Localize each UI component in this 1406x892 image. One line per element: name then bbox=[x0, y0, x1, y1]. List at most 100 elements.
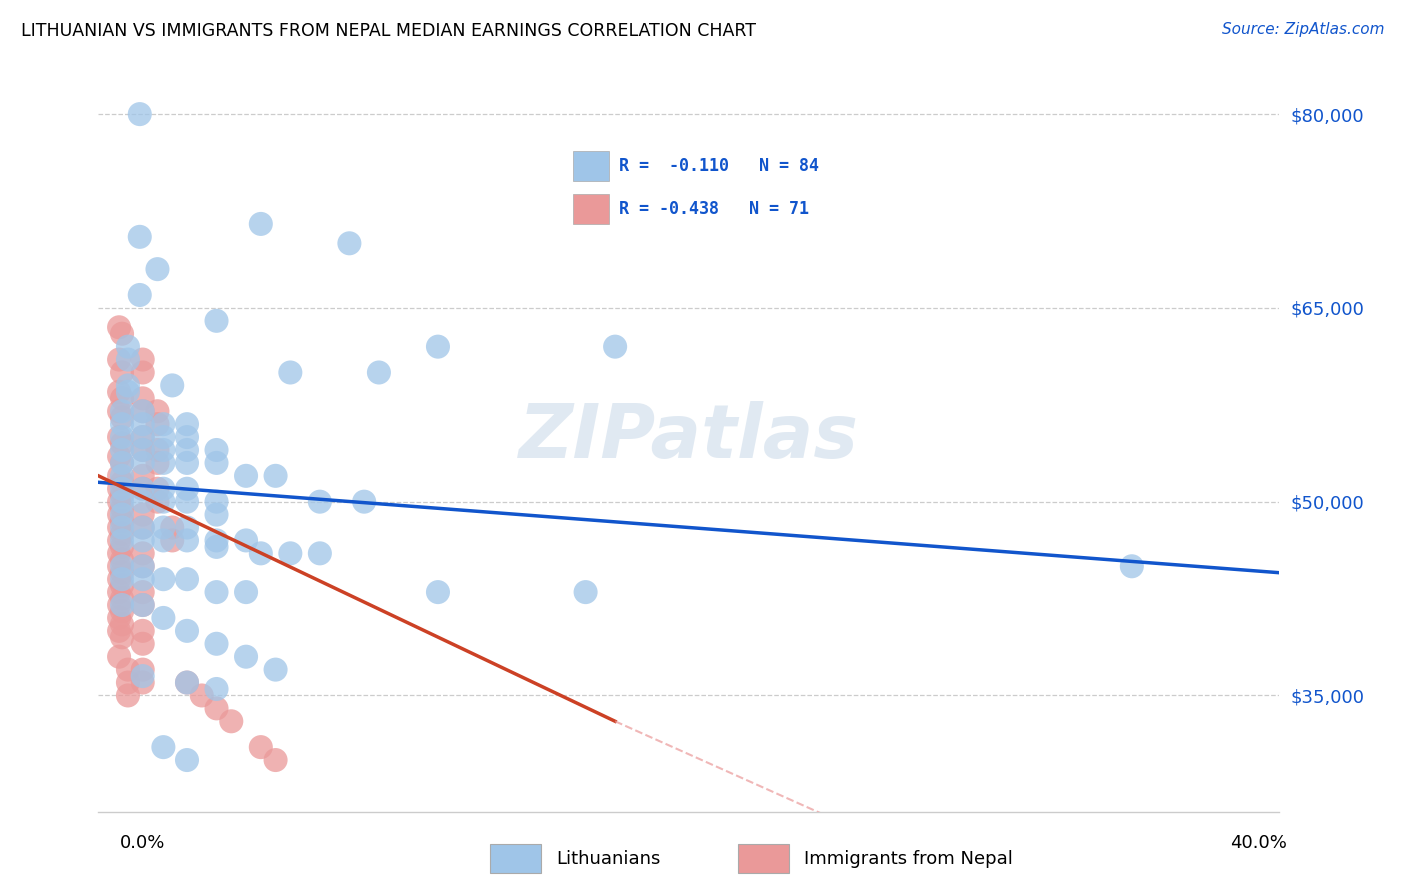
Point bbox=[111, 533, 134, 548]
Point bbox=[162, 533, 183, 548]
Point bbox=[427, 340, 450, 354]
Text: R = -0.438   N = 71: R = -0.438 N = 71 bbox=[620, 200, 810, 218]
Point bbox=[108, 624, 131, 638]
Text: 40.0%: 40.0% bbox=[1230, 834, 1286, 852]
Point bbox=[108, 649, 131, 664]
Point bbox=[152, 417, 174, 432]
Point bbox=[111, 514, 134, 528]
Point bbox=[205, 585, 228, 599]
Point bbox=[108, 598, 131, 612]
Point bbox=[111, 410, 134, 425]
FancyBboxPatch shape bbox=[574, 152, 609, 181]
Point bbox=[132, 520, 155, 534]
Point bbox=[108, 585, 131, 599]
Point bbox=[146, 262, 169, 277]
Point bbox=[108, 320, 131, 334]
Point bbox=[108, 546, 131, 560]
Point bbox=[264, 468, 287, 483]
Text: 0.0%: 0.0% bbox=[120, 834, 165, 852]
Point bbox=[191, 689, 214, 703]
Point bbox=[111, 494, 134, 508]
Point bbox=[111, 553, 134, 567]
Point bbox=[111, 456, 134, 470]
Point bbox=[108, 404, 131, 418]
Point bbox=[353, 494, 375, 508]
Text: LITHUANIAN VS IMMIGRANTS FROM NEPAL MEDIAN EARNINGS CORRELATION CHART: LITHUANIAN VS IMMIGRANTS FROM NEPAL MEDI… bbox=[21, 22, 756, 40]
Point bbox=[205, 494, 228, 508]
Text: ZIPatlas: ZIPatlas bbox=[519, 401, 859, 474]
Point bbox=[111, 488, 134, 502]
Point bbox=[132, 494, 155, 508]
Point bbox=[205, 681, 228, 696]
Point bbox=[427, 585, 450, 599]
Point bbox=[108, 508, 131, 522]
Point bbox=[117, 663, 139, 677]
Point bbox=[152, 572, 174, 586]
Point bbox=[176, 482, 198, 496]
Point bbox=[280, 546, 302, 560]
Point bbox=[132, 598, 155, 612]
Point bbox=[128, 288, 150, 302]
Point bbox=[132, 482, 155, 496]
Point bbox=[176, 572, 198, 586]
Point bbox=[108, 520, 131, 534]
Point bbox=[132, 430, 155, 444]
Point bbox=[152, 494, 174, 508]
Point bbox=[117, 384, 139, 399]
Point bbox=[146, 442, 169, 457]
Point bbox=[176, 533, 198, 548]
Point bbox=[152, 442, 174, 457]
Point bbox=[111, 605, 134, 619]
Point bbox=[111, 630, 134, 644]
Point bbox=[132, 675, 155, 690]
Point bbox=[108, 430, 131, 444]
Point bbox=[205, 701, 228, 715]
Point bbox=[264, 663, 287, 677]
Point bbox=[176, 520, 198, 534]
Point bbox=[117, 689, 139, 703]
Point bbox=[132, 520, 155, 534]
Point bbox=[108, 533, 131, 548]
Text: R =  -0.110   N = 84: R = -0.110 N = 84 bbox=[620, 157, 820, 175]
Point bbox=[205, 508, 228, 522]
Point bbox=[146, 482, 169, 496]
Point bbox=[117, 378, 139, 392]
Point bbox=[250, 546, 273, 560]
Point bbox=[309, 546, 332, 560]
Point bbox=[280, 366, 302, 380]
Point bbox=[108, 384, 131, 399]
Point bbox=[1121, 559, 1143, 574]
Point bbox=[132, 404, 155, 418]
Point bbox=[111, 326, 134, 341]
Point bbox=[128, 230, 150, 244]
Point bbox=[264, 753, 287, 767]
Point bbox=[111, 566, 134, 580]
Point bbox=[111, 430, 134, 444]
Point bbox=[235, 533, 257, 548]
Point bbox=[235, 585, 257, 599]
Point bbox=[132, 508, 155, 522]
Point bbox=[205, 442, 228, 457]
Point bbox=[152, 740, 174, 755]
Point bbox=[152, 533, 174, 548]
Point bbox=[111, 442, 134, 457]
Point bbox=[176, 675, 198, 690]
Point bbox=[111, 520, 134, 534]
Point bbox=[111, 404, 134, 418]
Point bbox=[111, 468, 134, 483]
Point bbox=[132, 559, 155, 574]
Point bbox=[108, 468, 131, 483]
Point bbox=[111, 559, 134, 574]
Point bbox=[117, 352, 139, 367]
Point bbox=[108, 611, 131, 625]
Point bbox=[132, 559, 155, 574]
Point bbox=[117, 675, 139, 690]
Point bbox=[128, 107, 150, 121]
Point bbox=[108, 494, 131, 508]
Point bbox=[132, 442, 155, 457]
Point bbox=[152, 456, 174, 470]
Point bbox=[111, 436, 134, 450]
Point bbox=[235, 468, 257, 483]
Point bbox=[132, 442, 155, 457]
Point bbox=[221, 714, 243, 729]
